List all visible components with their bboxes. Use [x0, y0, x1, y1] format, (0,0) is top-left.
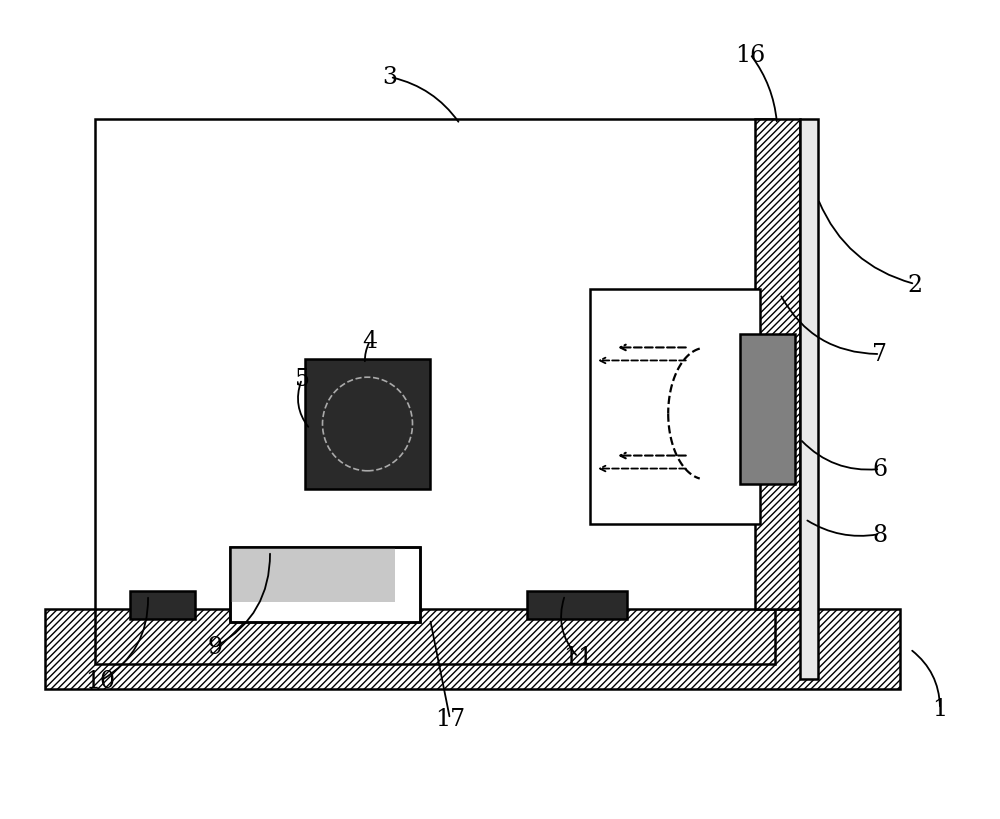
Bar: [740, 335, 795, 484]
Bar: [230, 547, 420, 622]
Text: 17: 17: [435, 708, 465, 731]
Bar: [95, 120, 775, 664]
Bar: [527, 591, 627, 619]
Bar: [230, 547, 395, 602]
Text: 2: 2: [907, 274, 923, 296]
Text: 3: 3: [383, 66, 398, 89]
Bar: [755, 120, 800, 609]
Text: 10: 10: [85, 670, 115, 693]
Bar: [230, 547, 420, 622]
Text: 11: 11: [563, 645, 593, 668]
Text: 4: 4: [362, 330, 378, 353]
Text: 7: 7: [872, 343, 888, 366]
Text: 6: 6: [872, 458, 888, 481]
Bar: [305, 360, 430, 490]
Bar: [800, 120, 818, 679]
Text: 8: 8: [872, 523, 888, 545]
Bar: [130, 591, 195, 619]
Text: 9: 9: [207, 636, 223, 658]
Bar: [45, 609, 900, 689]
Text: 16: 16: [735, 43, 765, 66]
Text: 1: 1: [932, 698, 948, 721]
Text: 5: 5: [295, 368, 310, 391]
Bar: [590, 290, 760, 524]
